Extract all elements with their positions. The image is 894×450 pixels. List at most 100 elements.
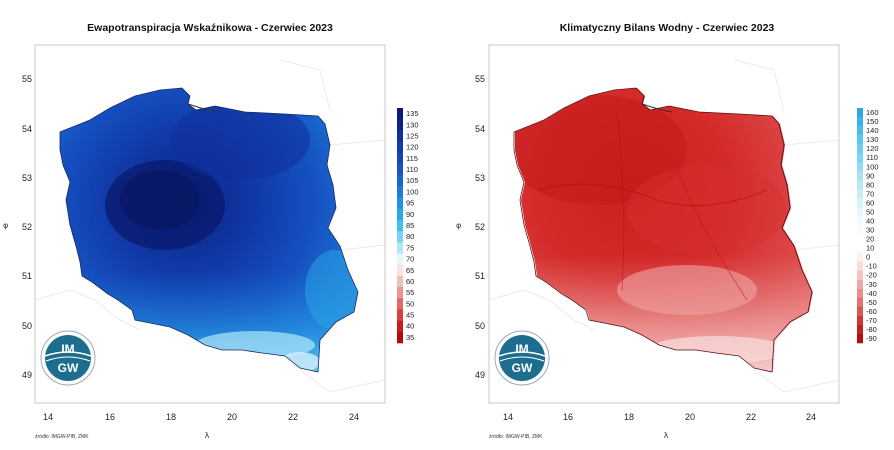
legend-swatch bbox=[857, 198, 863, 208]
legend-label: -10 bbox=[866, 262, 877, 271]
legend-swatch bbox=[857, 279, 863, 290]
legend-swatch bbox=[857, 297, 863, 308]
legend-label: 50 bbox=[406, 299, 414, 308]
legend-label: -30 bbox=[866, 280, 877, 289]
legend-swatch bbox=[397, 186, 403, 198]
legend-swatch bbox=[857, 108, 863, 118]
legend-label: 115 bbox=[406, 154, 418, 163]
legend-label: 40 bbox=[406, 322, 414, 331]
legend-label: 70 bbox=[866, 189, 874, 198]
neighbour-borders bbox=[488, 59, 840, 393]
y-tick: 49 bbox=[22, 370, 32, 380]
map-figure: Klimatyczny Bilans Wodny - Czerwiec 2023… bbox=[456, 22, 879, 440]
legend-label: 140 bbox=[866, 126, 879, 135]
legend-swatch bbox=[397, 275, 403, 288]
legend-label: 50 bbox=[866, 207, 874, 216]
y-axis: 55 54 53 52 51 50 49 φ bbox=[456, 74, 485, 380]
legend-swatch bbox=[857, 189, 863, 199]
legend-swatch bbox=[857, 216, 863, 226]
legend-label: 85 bbox=[406, 221, 414, 230]
legend-swatch bbox=[857, 180, 863, 190]
x-tick: 20 bbox=[685, 412, 695, 422]
legend-label: -60 bbox=[866, 307, 877, 316]
map-title: Klimatyczny Bilans Wodny - Czerwiec 2023 bbox=[560, 22, 775, 34]
legend-swatch bbox=[857, 306, 863, 317]
legend-label: 30 bbox=[866, 226, 874, 235]
svg-text:GW: GW bbox=[512, 361, 533, 375]
legend-label: 80 bbox=[406, 232, 414, 241]
svg-text:IM: IM bbox=[515, 342, 528, 356]
legend-label: 100 bbox=[406, 187, 419, 196]
legend-label: 60 bbox=[866, 198, 874, 207]
legend-label: -70 bbox=[866, 316, 877, 325]
legend-swatch bbox=[857, 126, 863, 136]
y-tick: 55 bbox=[22, 74, 32, 84]
legend-label: 95 bbox=[406, 199, 414, 208]
legend-label: 105 bbox=[406, 176, 419, 185]
legend-swatch bbox=[857, 135, 863, 145]
poland-border bbox=[59, 87, 359, 373]
legend-swatch bbox=[397, 253, 403, 265]
legend-label: 150 bbox=[866, 117, 879, 126]
y-axis-label: φ bbox=[456, 221, 461, 230]
legend-colorbar: 1601501401301201101009080706050403020100… bbox=[857, 108, 879, 344]
legend-colorbar: 135 130 125 120 115 110 105 100 95 90 85 80 75 70 65 60… bbox=[397, 108, 419, 344]
map-panel-evapotranspiration: Ewapotranspiracja Wskaźnikowa - Czerwiec… bbox=[3, 22, 419, 440]
legend-swatch bbox=[397, 320, 403, 333]
x-tick: 16 bbox=[563, 412, 573, 422]
y-tick: 51 bbox=[22, 271, 32, 281]
legend-swatch bbox=[857, 207, 863, 217]
x-tick: 14 bbox=[503, 412, 513, 422]
legend-swatch bbox=[397, 331, 403, 344]
legend-swatch bbox=[857, 225, 863, 235]
legend-label: -20 bbox=[866, 271, 877, 280]
legend-label: 0 bbox=[866, 253, 870, 262]
map-panel-water-balance: Klimatyczny Bilans Wodny - Czerwiec 2023… bbox=[447, 0, 894, 450]
legend-label: 80 bbox=[866, 180, 874, 189]
legend-swatch bbox=[857, 171, 863, 181]
x-tick: 18 bbox=[166, 412, 176, 422]
legend-label: 10 bbox=[866, 244, 874, 253]
legend-swatch bbox=[397, 108, 403, 120]
legend-label: 120 bbox=[866, 144, 879, 153]
legend-label: 40 bbox=[866, 216, 874, 225]
hel-peninsula bbox=[641, 103, 673, 113]
legend-swatch bbox=[857, 252, 863, 262]
legend-swatch bbox=[857, 270, 863, 281]
y-tick: 54 bbox=[475, 124, 485, 134]
legend-swatch bbox=[857, 324, 863, 335]
y-axis: 55 54 53 52 51 50 49 φ bbox=[3, 74, 32, 380]
legend-swatch bbox=[397, 242, 403, 254]
svg-text:IM: IM bbox=[61, 342, 74, 356]
legend-swatch bbox=[857, 162, 863, 172]
y-tick: 52 bbox=[475, 222, 485, 232]
hel-peninsula bbox=[187, 103, 219, 113]
y-tick: 50 bbox=[22, 321, 32, 331]
legend-swatch bbox=[397, 219, 403, 232]
legend-label: 65 bbox=[406, 266, 414, 275]
legend-label: 90 bbox=[406, 210, 414, 219]
source-note: źródło: IMGW-PIB, ZMK bbox=[489, 434, 543, 440]
imgw-logo: IM GW bbox=[494, 330, 550, 386]
x-axis: 14 16 18 20 22 24 λ bbox=[43, 412, 359, 440]
y-tick: 52 bbox=[22, 222, 32, 232]
legend-label: 130 bbox=[406, 120, 419, 129]
legend-label: 160 bbox=[866, 108, 879, 117]
legend-swatch bbox=[397, 152, 403, 165]
legend-swatch bbox=[397, 298, 403, 310]
legend-swatch bbox=[857, 144, 863, 154]
x-tick: 20 bbox=[227, 412, 237, 422]
legend-label: 100 bbox=[866, 162, 879, 171]
legend-label: 90 bbox=[866, 171, 874, 180]
x-tick: 24 bbox=[349, 412, 359, 422]
legend-swatch bbox=[397, 119, 403, 131]
y-axis-label: φ bbox=[3, 221, 8, 230]
legend-swatch bbox=[397, 231, 403, 243]
legend-swatch bbox=[857, 234, 863, 244]
legend-label: 125 bbox=[406, 131, 419, 140]
imgw-logo: IM GW bbox=[40, 330, 96, 386]
map-title: Ewapotranspiracja Wskaźnikowa - Czerwiec… bbox=[87, 22, 333, 34]
x-axis: 14 16 18 20 22 24 λ bbox=[503, 412, 816, 440]
x-axis-label: λ bbox=[205, 431, 210, 440]
neighbour-borders bbox=[34, 59, 386, 393]
